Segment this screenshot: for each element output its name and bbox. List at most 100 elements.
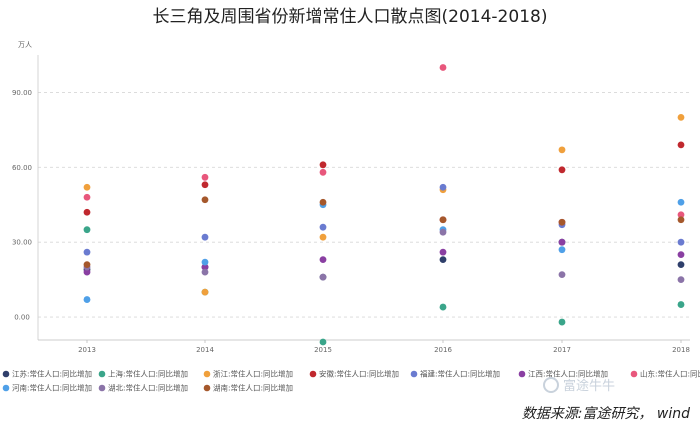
legend-item[interactable]: 上海:常住人口:同比增加 <box>98 369 188 379</box>
data-point <box>201 196 209 204</box>
data-point <box>83 261 91 269</box>
data-point <box>201 263 209 271</box>
data-point <box>83 296 91 303</box>
data-point <box>677 276 685 284</box>
watermark-logo-icon <box>543 377 559 393</box>
grid-lines <box>38 92 690 318</box>
y-axis-unit: 万人 <box>18 41 32 49</box>
data-point <box>201 181 209 189</box>
y-tick-label: 30.00 <box>12 239 32 247</box>
y-tick-label: 0.00 <box>14 314 30 322</box>
legend-item[interactable]: 河南:常住人口:同比增加 <box>2 383 92 393</box>
data-points <box>83 64 685 346</box>
legend-marker <box>203 384 211 392</box>
data-point <box>83 183 91 191</box>
data-point <box>558 318 566 326</box>
legend-marker <box>2 370 10 378</box>
data-point <box>83 226 91 234</box>
y-tick-label: 60.00 <box>12 164 32 172</box>
legend-item[interactable]: 江西:常住人口:同比增加 <box>518 369 608 379</box>
data-point <box>83 248 91 256</box>
legend-marker <box>518 370 526 378</box>
legend-label: 河南:常住人口:同比增加 <box>12 383 92 393</box>
data-point <box>83 268 91 276</box>
x-tick-label: 2017 <box>553 346 571 354</box>
data-point <box>319 233 327 241</box>
legend-label: 湖南:常住人口:同比增加 <box>213 383 293 393</box>
data-point <box>319 338 327 346</box>
legend-marker <box>309 370 317 378</box>
data-point <box>677 211 685 219</box>
legend-label: 江西:常住人口:同比增加 <box>528 369 608 379</box>
data-point <box>439 256 447 264</box>
data-point <box>319 168 327 176</box>
data-point <box>677 216 685 224</box>
data-point <box>439 248 447 256</box>
data-point <box>677 141 685 149</box>
data-point <box>558 166 566 174</box>
x-tick-label: 2014 <box>196 346 214 354</box>
watermark: 富途牛牛 <box>543 377 615 394</box>
legend-marker <box>203 370 211 378</box>
data-point <box>677 113 685 121</box>
legend-label: 浙江:常住人口:同比增加 <box>213 369 293 379</box>
data-point <box>201 233 209 241</box>
x-tick-label: 2018 <box>672 346 690 354</box>
data-point <box>558 246 566 254</box>
legend-item[interactable]: 湖南:常住人口:同比增加 <box>203 383 293 393</box>
data-point <box>439 303 447 311</box>
data-point <box>677 301 685 308</box>
data-point <box>677 238 685 246</box>
legend-marker <box>630 370 638 378</box>
legend-item[interactable]: 湖北:常住人口:同比增加 <box>98 383 188 393</box>
x-tick-label: 2013 <box>78 346 96 354</box>
legend-label: 山东:常住人口:同比增加 <box>640 369 700 379</box>
x-tick-label: 2015 <box>314 346 332 354</box>
data-point <box>677 261 685 269</box>
legend-label: 湖北:常住人口:同比增加 <box>108 383 188 393</box>
legend-marker <box>2 384 10 392</box>
x-axis: 2013 2014 2015 2016 2017 2018 <box>38 339 690 354</box>
data-point <box>558 238 566 246</box>
data-point <box>319 256 327 264</box>
data-point <box>439 216 447 224</box>
data-point <box>201 268 209 276</box>
legend-marker <box>98 370 106 378</box>
chart-title: 长三角及周围省份新增常住人口散点图(2014-2018) <box>153 7 548 27</box>
data-point <box>439 64 447 71</box>
legend-item[interactable]: 安徽:常住人口:同比增加 <box>309 369 399 379</box>
data-source: 数据来源:富途研究， wind <box>522 406 690 422</box>
legend-marker <box>98 384 106 392</box>
y-axis-ticks: 0.00 30.00 60.00 90.00 <box>12 55 39 340</box>
legend-item[interactable]: 山东:常住人口:同比增加 <box>630 369 700 379</box>
legend-label: 福建:常住人口:同比增加 <box>420 369 500 379</box>
data-point <box>558 271 566 279</box>
watermark-text: 富途牛牛 <box>563 378 615 394</box>
data-point <box>83 208 91 216</box>
data-point <box>439 228 447 236</box>
legend-label: 江苏:常住人口:同比增加 <box>12 369 92 379</box>
data-point <box>319 198 327 206</box>
legend: 江苏:常住人口:同比增加 上海:常住人口:同比增加 浙江:常住人口:同比增加 安徽:常… <box>2 369 700 393</box>
data-point <box>558 146 566 154</box>
data-point <box>319 273 327 281</box>
legend-item[interactable]: 江苏:常住人口:同比增加 <box>2 369 92 379</box>
data-point <box>319 161 327 169</box>
data-point <box>83 193 91 201</box>
x-tick-label: 2016 <box>434 346 452 354</box>
data-point <box>319 223 327 231</box>
data-point <box>677 198 685 206</box>
legend-label: 上海:常住人口:同比增加 <box>108 369 188 379</box>
legend-item[interactable]: 福建:常住人口:同比增加 <box>410 369 500 379</box>
data-point <box>201 258 209 266</box>
data-point <box>558 218 566 226</box>
y-tick-label: 90.00 <box>12 89 32 97</box>
data-point <box>201 288 209 296</box>
legend-marker <box>410 370 418 378</box>
data-point <box>439 183 447 191</box>
data-point <box>677 251 685 259</box>
data-point <box>201 173 209 181</box>
legend-label: 安徽:常住人口:同比增加 <box>319 369 399 379</box>
legend-item[interactable]: 浙江:常住人口:同比增加 <box>203 369 293 379</box>
